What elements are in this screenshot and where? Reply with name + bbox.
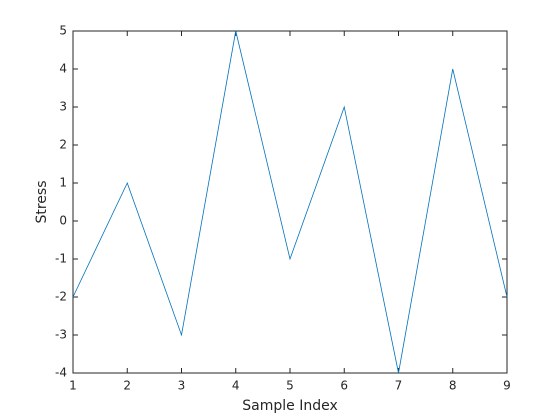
x-tick-label: 5 [286, 379, 294, 393]
y-tick-label: -1 [55, 252, 67, 266]
x-tick-label: 8 [449, 379, 457, 393]
x-tick-label: 7 [395, 379, 403, 393]
plot-area [72, 30, 508, 374]
x-tick-label: 2 [123, 379, 131, 393]
y-tick-label: 4 [59, 62, 67, 76]
x-tick-label: 1 [69, 379, 77, 393]
x-tick-label: 3 [178, 379, 186, 393]
x-axis-label: Sample Index [242, 398, 337, 414]
x-tick-label: 6 [340, 379, 348, 393]
y-axis-label: Stress [34, 180, 50, 223]
y-tick-label: 2 [59, 138, 67, 152]
y-tick-label: -2 [55, 290, 67, 304]
y-tick-label: 3 [59, 100, 67, 114]
y-tick-label: -3 [55, 328, 67, 342]
y-tick-label: 0 [59, 214, 67, 228]
y-tick-label: -4 [55, 366, 67, 380]
line [72, 30, 508, 374]
x-tick-label: 9 [503, 379, 511, 393]
y-tick-label: 5 [59, 24, 67, 38]
y-tick-label: 1 [59, 176, 67, 190]
x-tick-label: 4 [232, 379, 240, 393]
